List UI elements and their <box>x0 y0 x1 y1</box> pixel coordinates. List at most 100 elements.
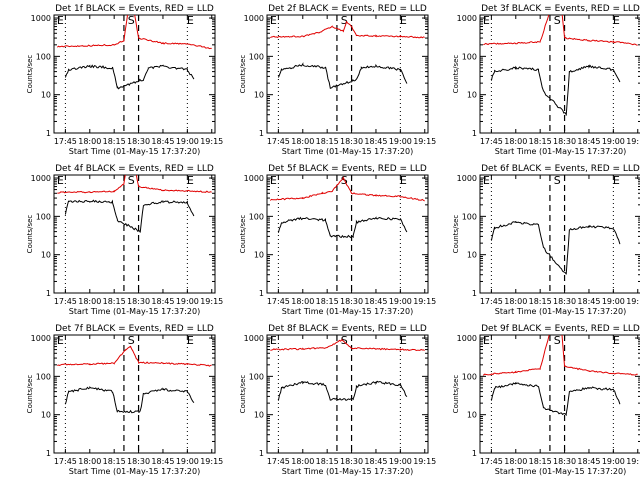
panel-title: Det 7f BLACK = Events, RED = LLD <box>55 324 214 334</box>
period-marker-label: S <box>554 174 561 187</box>
x-tick-label: 19:00 <box>602 297 625 306</box>
period-marker-label: S <box>554 14 561 27</box>
y-tick-label: 100 <box>249 212 264 221</box>
y-tick-label: 1 <box>259 129 264 138</box>
y-tick-label: 1 <box>259 289 264 298</box>
lld-series-line <box>483 15 638 46</box>
x-tick-label: 18:00 <box>504 457 527 466</box>
events-series-line <box>277 380 408 402</box>
x-tick-label: 18:00 <box>291 137 314 146</box>
events-series-line <box>490 64 621 116</box>
x-tick-label: 19:15 <box>200 297 223 306</box>
x-tick-label: 19:15 <box>413 137 436 146</box>
y-tick-label: 10 <box>41 251 51 260</box>
plot-frame <box>479 334 640 454</box>
period-marker-label: E <box>270 334 277 347</box>
y-tick-label: 1000 <box>457 334 477 343</box>
panel-title: Det 4f BLACK = Events, RED = LLD <box>55 164 214 174</box>
events-series-line <box>277 62 408 89</box>
period-marker-label: E <box>613 174 620 187</box>
x-tick-label: 18:30 <box>340 137 363 146</box>
lld-series-line <box>56 15 212 50</box>
y-tick-label: 10 <box>467 251 477 260</box>
x-tick-label: 18:45 <box>577 457 600 466</box>
x-tick-label: 18:00 <box>504 137 527 146</box>
period-marker-label: S <box>128 14 135 27</box>
period-marker-label: E <box>400 174 407 187</box>
panel-title: Det 9f BLACK = Events, RED = LLD <box>481 324 640 334</box>
lld-series-line <box>482 335 638 376</box>
y-axis-label: Counts/sec <box>452 375 460 414</box>
period-marker-label: E <box>613 14 620 27</box>
y-axis-label: Counts/sec <box>26 375 34 414</box>
x-tick-label: 18:45 <box>151 297 174 306</box>
x-axis-label: Start Time (01-May-15 17:37:20) <box>495 467 626 476</box>
panel-title: Det 6f BLACK = Events, RED = LLD <box>481 164 640 174</box>
period-marker-label: E <box>187 14 194 27</box>
events-series-line <box>64 199 195 233</box>
events-series-line <box>64 64 195 90</box>
events-series-line <box>277 216 408 239</box>
period-marker-label: E <box>483 14 490 27</box>
y-tick-label: 1 <box>472 129 477 138</box>
x-tick-label: 18:15 <box>316 297 339 306</box>
x-tick-label: 18:30 <box>553 457 576 466</box>
y-tick-label: 100 <box>36 372 51 381</box>
x-tick-label: 19:00 <box>176 457 199 466</box>
y-tick-label: 100 <box>36 212 51 221</box>
period-marker-label: E <box>483 334 490 347</box>
x-axis-label: Start Time (01-May-15 17:37:20) <box>69 467 200 476</box>
y-tick-label: 1000 <box>244 174 264 183</box>
x-tick-label: 18:15 <box>103 457 126 466</box>
x-tick-label: 17:45 <box>267 457 290 466</box>
y-axis-label: Counts/sec <box>239 55 247 94</box>
panel-title: Det 1f BLACK = Events, RED = LLD <box>55 4 214 14</box>
y-tick-label: 100 <box>249 52 264 61</box>
x-tick-label: 18:30 <box>553 137 576 146</box>
y-tick-label: 100 <box>462 52 477 61</box>
x-tick-label: 18:00 <box>78 137 101 146</box>
period-marker-label: S <box>341 334 348 347</box>
plot-frame <box>53 334 216 454</box>
x-tick-label: 19:15 <box>200 137 223 146</box>
y-tick-label: 10 <box>467 411 477 420</box>
lld-series-line <box>57 345 212 367</box>
lld-series-line <box>270 338 425 352</box>
events-series-line <box>64 386 195 414</box>
panel-title: Det 8f BLACK = Events, RED = LLD <box>268 324 427 334</box>
x-tick-label: 18:15 <box>529 297 552 306</box>
x-tick-label: 19:15 <box>413 297 436 306</box>
panel-title: Det 3f BLACK = Events, RED = LLD <box>481 4 640 14</box>
x-tick-label: 18:30 <box>127 137 150 146</box>
y-tick-label: 1000 <box>244 334 264 343</box>
y-tick-label: 1000 <box>31 14 51 23</box>
y-tick-label: 10 <box>41 91 51 100</box>
x-tick-label: 18:00 <box>78 297 101 306</box>
x-tick-label: 18:45 <box>577 297 600 306</box>
period-marker-label: E <box>57 174 64 187</box>
period-marker-label: E <box>400 334 407 347</box>
x-tick-label: 17:45 <box>54 297 77 306</box>
y-tick-label: 1000 <box>244 14 264 23</box>
x-axis-label: Start Time (01-May-15 17:37:20) <box>282 307 413 316</box>
panel-title: Det 5f BLACK = Events, RED = LLD <box>268 164 427 174</box>
y-axis-label: Counts/sec <box>239 375 247 414</box>
x-tick-label: 18:30 <box>340 457 363 466</box>
period-marker-label: S <box>554 334 561 347</box>
x-tick-label: 17:45 <box>480 457 503 466</box>
y-tick-label: 10 <box>467 91 477 100</box>
y-tick-label: 1000 <box>31 174 51 183</box>
events-series-line <box>490 220 621 275</box>
y-tick-label: 1 <box>472 289 477 298</box>
lld-series-line <box>57 175 212 194</box>
period-marker-label: E <box>187 174 194 187</box>
period-marker-label: E <box>57 14 64 27</box>
x-tick-label: 19:15 <box>626 297 640 306</box>
x-tick-label: 19:15 <box>413 457 436 466</box>
events-series-line <box>490 381 621 417</box>
y-tick-label: 10 <box>254 411 264 420</box>
y-axis-label: Counts/sec <box>452 215 460 254</box>
